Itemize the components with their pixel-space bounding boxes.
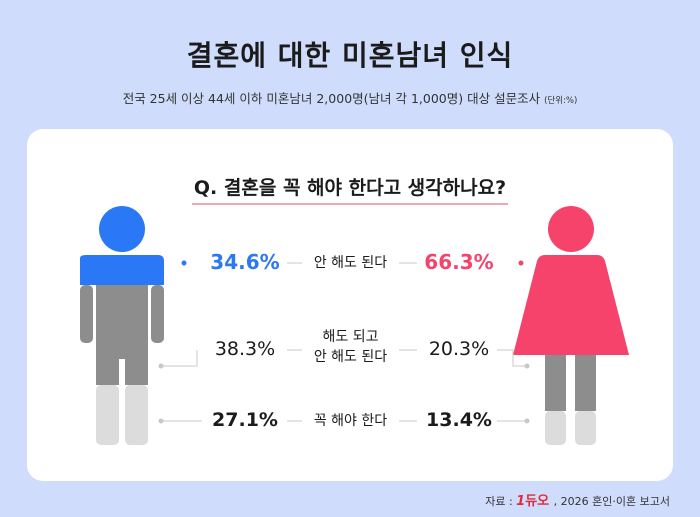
male-right-leg-light	[125, 385, 148, 445]
label-row1: 안 해도 된다	[302, 253, 399, 273]
male-value-row1: 34.6%	[210, 250, 280, 274]
female-head	[548, 206, 594, 252]
source-logo-text: 듀오	[525, 494, 550, 509]
question: Q. 결혼을 꼭 해야 한다고 생각하나요?	[27, 173, 673, 205]
label-row2: 해도 되고 안 해도 된다	[302, 327, 399, 367]
female-left-leg-light	[545, 411, 566, 445]
female-left-leg-mid	[545, 355, 566, 411]
male-shoulders-blue	[80, 255, 164, 285]
female-right-leg-mid	[575, 355, 596, 411]
male-value-row3: 27.1%	[212, 409, 278, 431]
male-torso-gray	[96, 285, 148, 359]
female-value-row2: 20.3%	[428, 338, 490, 360]
label-row2-line2: 안 해도 된다	[313, 349, 388, 365]
source-note: 자료 : 1듀오 , 2026 혼인·이혼 보고서	[485, 490, 670, 509]
male-value-row2: 38.3%	[214, 338, 276, 360]
connector-lines	[158, 260, 530, 424]
subtitle-text: 전국 25세 이상 44세 이하 미혼남녀 2,000명(남녀 각 1,000명…	[122, 91, 541, 106]
female-figure	[513, 206, 629, 445]
survey-card: Q. 결혼을 꼭 해야 한다고 생각하나요?	[27, 129, 673, 481]
male-right-arm	[151, 285, 164, 343]
male-head	[99, 206, 145, 252]
female-value-row3: 13.4%	[426, 409, 492, 431]
label-row3: 꼭 해야 한다	[302, 411, 399, 431]
male-left-arm	[80, 285, 93, 343]
page-title: 결혼에 대한 미혼남녀 인식	[186, 39, 514, 72]
male-right-leg-mid	[125, 359, 148, 385]
female-dress	[513, 255, 629, 355]
duo-logo: 1듀오	[516, 494, 550, 509]
female-value-row1-visible: 66.3%	[424, 250, 494, 274]
source-prefix: 자료 :	[485, 495, 513, 508]
page-subtitle: 전국 25세 이상 44세 이하 미혼남녀 2,000명(남녀 각 1,000명…	[0, 88, 700, 107]
male-left-leg-mid	[96, 359, 119, 385]
unit-note: (단위:%)	[544, 96, 578, 106]
male-left-leg-light	[96, 385, 119, 445]
female-right-leg-light	[575, 411, 596, 445]
question-text: Q. 결혼을 꼭 해야 한다고 생각하나요?	[191, 173, 509, 205]
source-suffix: , 2026 혼인·이혼 보고서	[553, 495, 670, 508]
male-figure	[80, 206, 164, 445]
label-row2-line1: 해도 되고	[322, 329, 379, 345]
